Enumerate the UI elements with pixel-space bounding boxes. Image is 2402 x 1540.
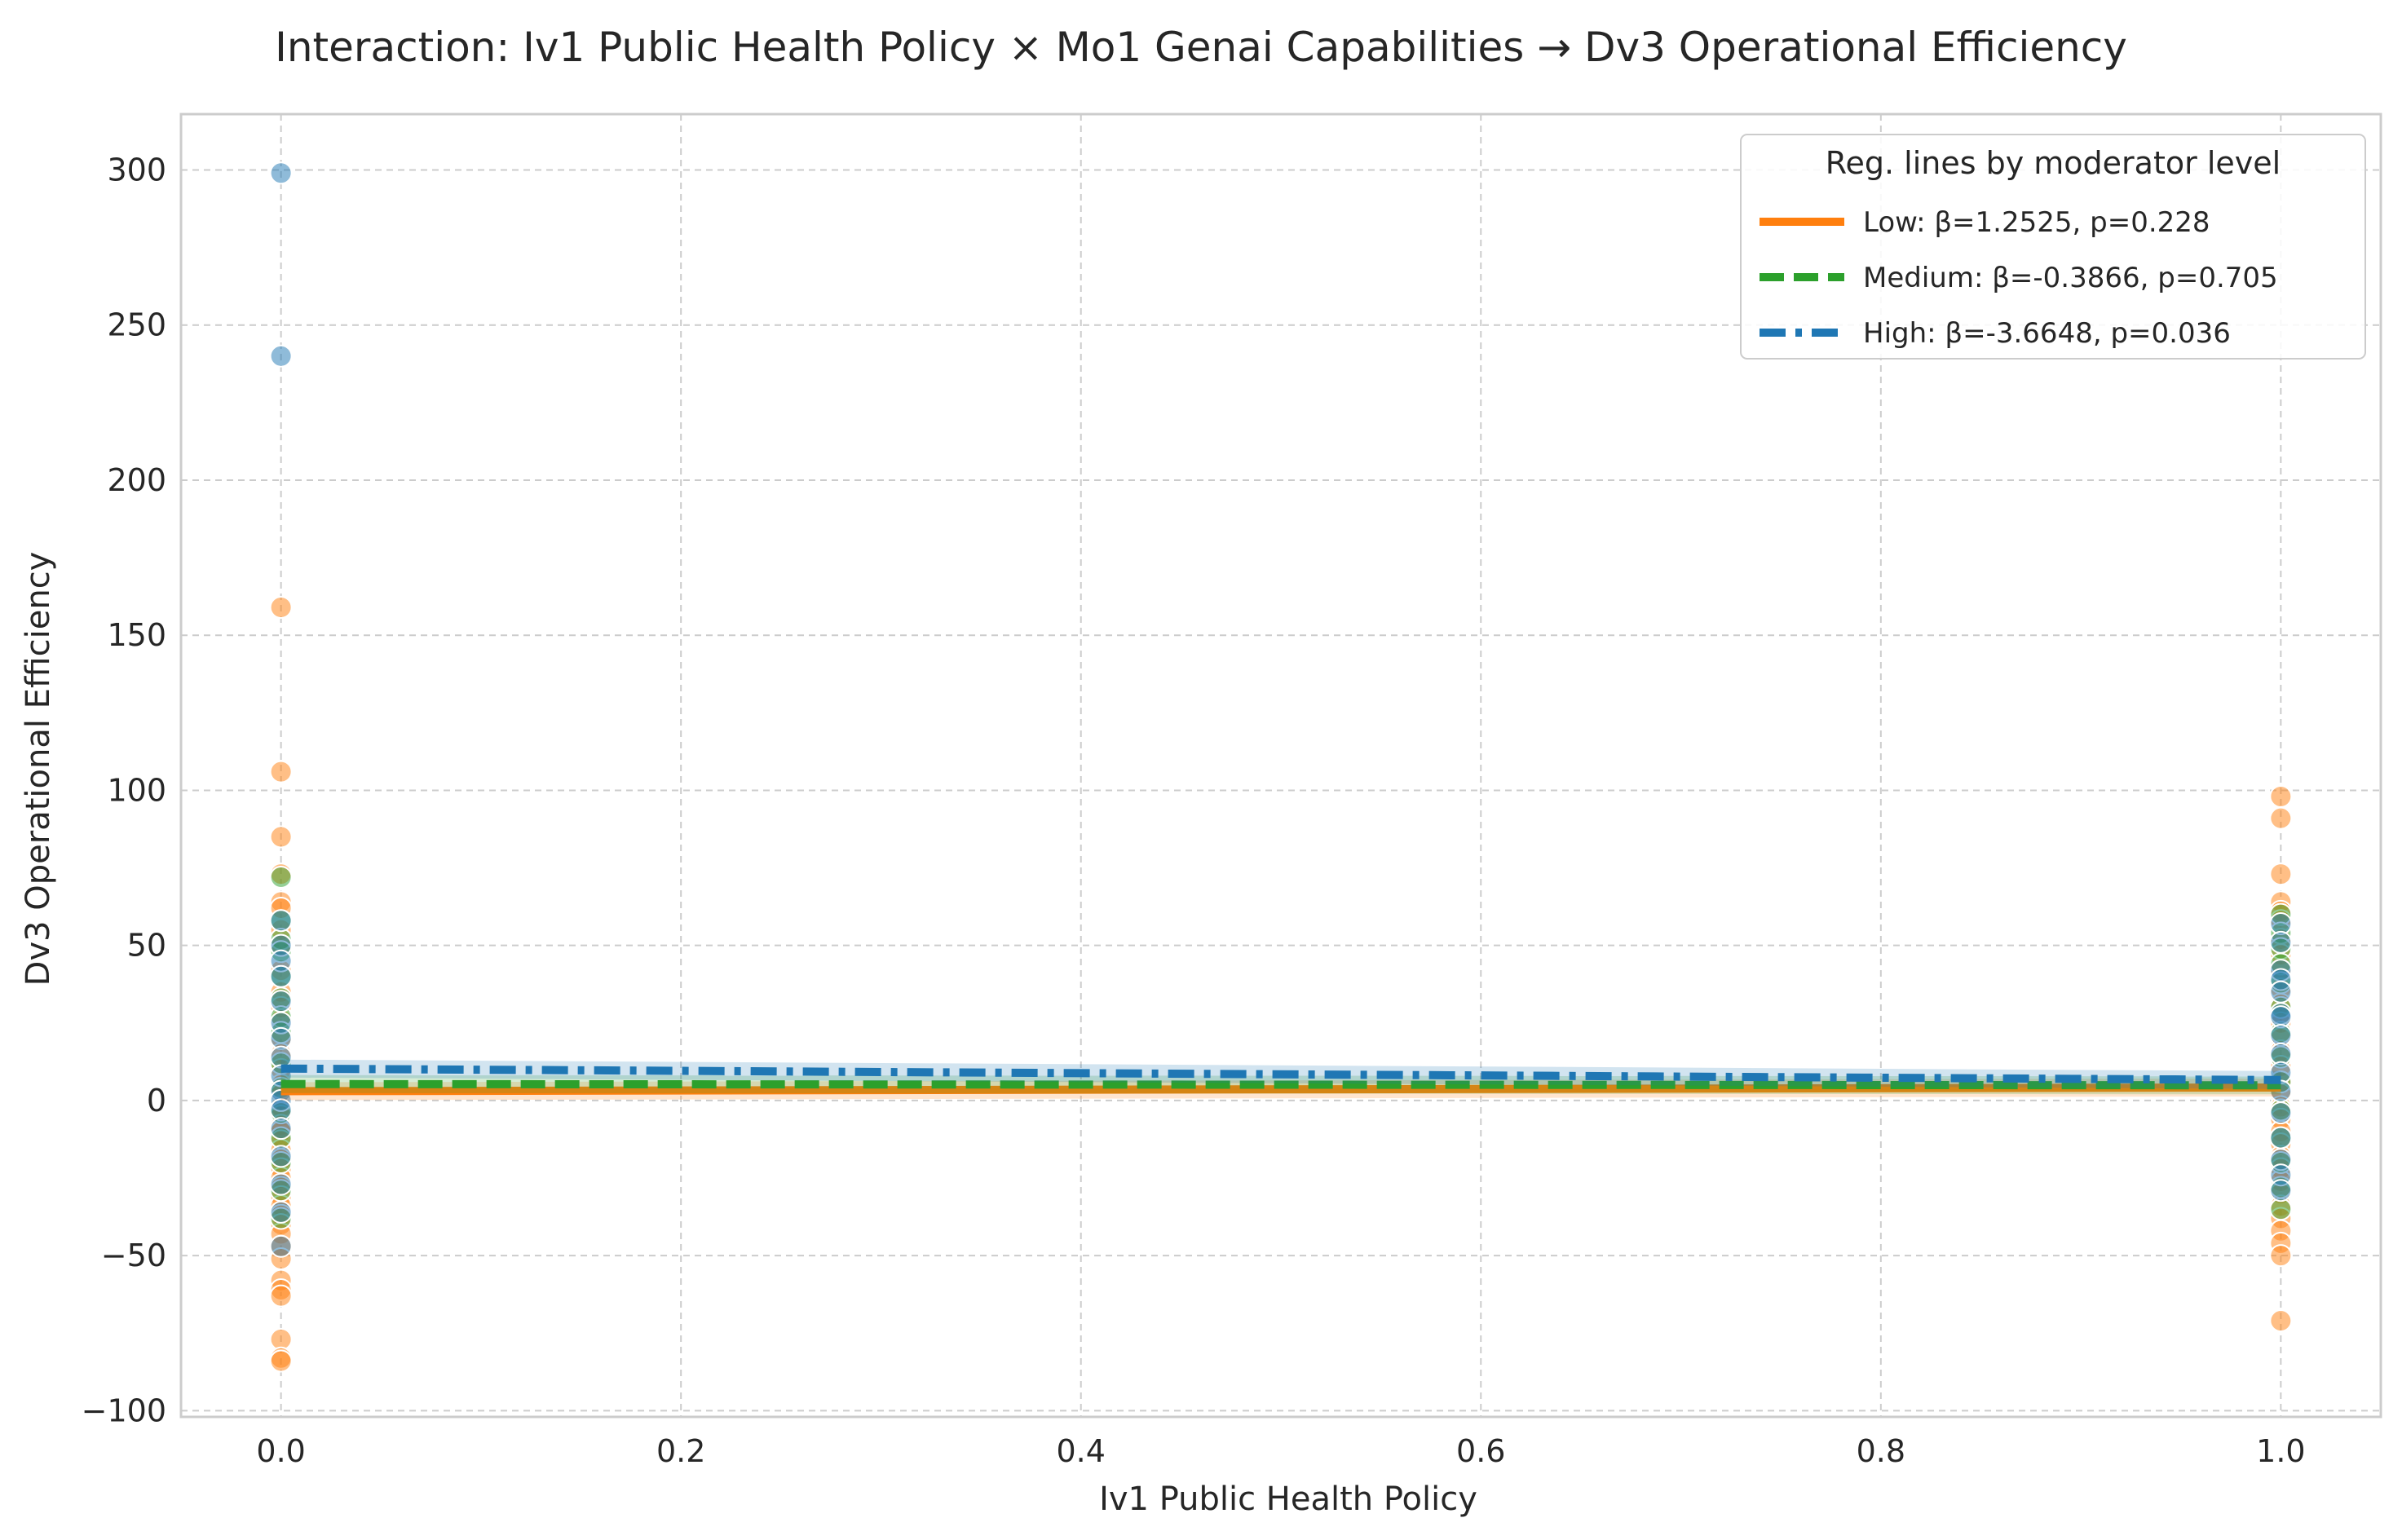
y-axis-ticks: −100 −50 0 50 100 150 200 250 300 (82, 152, 166, 1428)
legend-label-low: Low: β=1.2525, p=0.228 (1863, 206, 2210, 239)
data-point-low (2269, 1244, 2293, 1268)
data-point-low (269, 1284, 293, 1308)
data-point-high (2269, 1101, 2293, 1125)
data-point-low (2269, 785, 2293, 809)
x-tick-label: 0.4 (1057, 1433, 1106, 1469)
x-tick-label: 1.0 (2256, 1433, 2305, 1469)
y-tick-label: −100 (82, 1392, 166, 1428)
data-point-high (269, 1172, 293, 1196)
data-point-low (269, 595, 293, 619)
x-axis-label: Iv1 Public Health Policy (1099, 1480, 1477, 1518)
x-tick-label: 0.0 (256, 1433, 305, 1469)
legend: Reg. lines by moderator level Low: β=1.2… (1740, 134, 2366, 360)
x-tick-label: 0.8 (1857, 1433, 1905, 1469)
chart-title: Interaction: Iv1 Public Health Policy × … (275, 24, 2127, 71)
data-point-high (269, 1200, 293, 1224)
data-point-low (269, 760, 293, 783)
data-point-high (269, 964, 293, 988)
data-point-high (269, 909, 293, 933)
data-point-low (269, 825, 293, 849)
y-tick-label: 50 (127, 928, 166, 964)
data-point-low (269, 1349, 293, 1373)
y-tick-label: −50 (101, 1238, 166, 1273)
legend-label-high: High: β=-3.6648, p=0.036 (1863, 317, 2231, 350)
y-tick-label: 200 (107, 462, 166, 498)
x-tick-label: 0.6 (1456, 1433, 1505, 1469)
plot-frame (179, 113, 2382, 1419)
data-point-high (269, 990, 293, 1013)
y-tick-label: 100 (107, 772, 166, 808)
data-point-high (269, 1145, 293, 1168)
x-tick-label: 0.2 (656, 1433, 705, 1469)
y-tick-label: 250 (107, 307, 166, 343)
data-point-high (2269, 980, 2293, 1004)
regression-line-medium (280, 1079, 2281, 1090)
data-point-high (269, 1234, 293, 1258)
data-point-low (2269, 806, 2293, 830)
legend-box (1740, 134, 2366, 360)
data-point-high (269, 1117, 293, 1141)
data-point-medium (269, 865, 293, 889)
data-point-high (2269, 930, 2293, 954)
legend-title: Reg. lines by moderator level (1826, 145, 2281, 181)
data-point-low (2269, 1309, 2293, 1333)
scatter-points (269, 161, 2293, 1373)
data-point-low (2269, 863, 2293, 886)
data-point-high (2269, 1126, 2293, 1149)
x-axis-ticks: 0.0 0.2 0.4 0.6 0.8 1.0 (256, 1433, 2305, 1469)
y-axis-label: Dv3 Operational Efficiency (20, 552, 57, 986)
y-tick-label: 300 (107, 152, 166, 188)
data-point-high (269, 344, 293, 368)
regression-lines (280, 1059, 2281, 1101)
regression-line-high (280, 1064, 2281, 1084)
y-tick-label: 150 (107, 617, 166, 653)
y-tick-label: 0 (147, 1083, 166, 1119)
legend-entries: Low: β=1.2525, p=0.228 Medium: β=-0.3866,… (1760, 206, 2278, 350)
data-point-high (2269, 1179, 2293, 1202)
data-point-high (269, 161, 293, 185)
legend-label-medium: Medium: β=-0.3866, p=0.705 (1863, 262, 2278, 294)
